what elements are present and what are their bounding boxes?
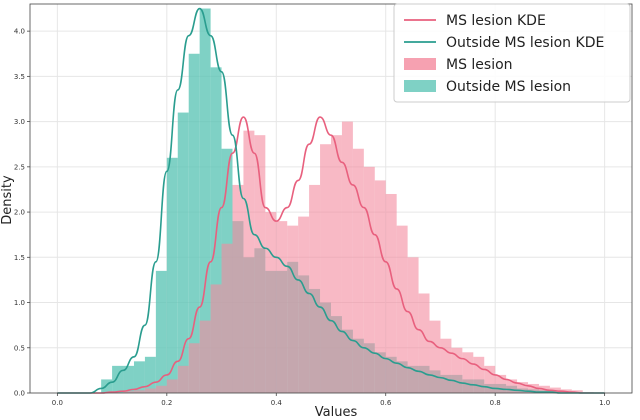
ms-lesion-bar bbox=[254, 135, 266, 393]
legend-label: Outside MS lesion bbox=[446, 79, 571, 95]
legend-label: Outside MS lesion KDE bbox=[446, 35, 604, 51]
plot-area bbox=[57, 7, 605, 394]
ms-lesion-kde-line bbox=[57, 116, 605, 394]
x-tick-label: 0.4 bbox=[271, 399, 283, 407]
outside-ms-lesion-bar bbox=[177, 112, 189, 393]
ms-lesion-bar bbox=[473, 356, 485, 393]
y-tick-label: 4.0 bbox=[14, 28, 25, 36]
ms-lesion-bar bbox=[221, 243, 233, 393]
y-tick-label: 1.0 bbox=[14, 299, 25, 307]
y-tick-label: 0.0 bbox=[14, 390, 25, 398]
ms-lesion-bar bbox=[166, 379, 178, 393]
outside-ms-lesion-bar bbox=[123, 365, 134, 393]
ms-lesion-bar bbox=[123, 391, 134, 393]
legend-entry: Outside MS lesion bbox=[404, 79, 571, 95]
ms-lesion-bar bbox=[396, 225, 408, 393]
legend-entry: MS lesion bbox=[404, 57, 513, 73]
outside-ms-lesion-bar bbox=[166, 157, 178, 393]
ms-lesion-bar bbox=[243, 130, 255, 393]
y-tick-label: 0.5 bbox=[14, 344, 25, 352]
y-tick-label: 3.5 bbox=[14, 73, 25, 81]
ms-lesion-bar bbox=[298, 216, 310, 393]
axes: 0.0 0.2 0.4 0.6 0.8 1.0 0.0 0.5 1.0 1.5 2.0 2.5 3.0 3… bbox=[14, 3, 633, 407]
legend-box bbox=[393, 3, 631, 103]
legend-patch-swatch bbox=[404, 80, 436, 92]
x-axis-title: Values bbox=[315, 405, 358, 420]
ms-lesion-bar bbox=[506, 379, 518, 393]
ms-lesion-bar bbox=[429, 320, 441, 393]
ms-lesion-bar bbox=[352, 148, 364, 393]
y-tick-label: 2.0 bbox=[14, 209, 25, 217]
ms-lesion-bar bbox=[309, 184, 321, 393]
legend-entry: MS lesion KDE bbox=[404, 13, 546, 29]
ms-lesion-bar bbox=[320, 144, 331, 393]
ms-lesion-bar bbox=[133, 390, 145, 393]
x-tick-label: 0.8 bbox=[490, 399, 501, 407]
ms-lesion-bar bbox=[418, 293, 430, 393]
ms-lesion-bar bbox=[331, 135, 342, 393]
x-tick-label: 0.2 bbox=[161, 399, 172, 407]
ms-lesion-bar bbox=[232, 184, 244, 393]
ms-lesion-bar bbox=[462, 352, 474, 393]
outside-ms-lesion-bar bbox=[155, 270, 167, 393]
plot-frame bbox=[29, 3, 633, 394]
ms-lesion-bar bbox=[210, 284, 222, 393]
outside-ms-lesion-bar bbox=[112, 365, 124, 393]
legend-label: MS lesion bbox=[446, 57, 513, 73]
outside-ms-lesion-bar bbox=[133, 361, 145, 393]
y-tick-label: 3.0 bbox=[14, 118, 25, 126]
ms-lesion-bar bbox=[571, 390, 583, 393]
outside-ms-lesion-bar bbox=[188, 53, 200, 394]
ms-lesion-bar bbox=[407, 257, 419, 393]
outside-ms-lesion-bar bbox=[144, 356, 156, 393]
ms-lesion-bar bbox=[484, 365, 496, 393]
y-tick-label: 2.5 bbox=[14, 163, 25, 171]
ms-lesion-bar bbox=[199, 320, 211, 393]
ms-lesion-bar bbox=[385, 193, 397, 393]
legend-patch-swatch bbox=[404, 58, 436, 70]
ms-lesion-bar bbox=[188, 343, 200, 393]
ms-lesion-bar bbox=[287, 225, 299, 393]
ms-lesion-bar bbox=[517, 382, 529, 393]
outside-ms-lesion-kde-line bbox=[57, 7, 605, 394]
y-axis-title: Density bbox=[0, 175, 15, 225]
ms-lesion-bar bbox=[177, 365, 189, 393]
ms-lesion-bar bbox=[440, 338, 452, 393]
ms-lesion-bar bbox=[495, 374, 507, 393]
ms-lesion-histogram bbox=[123, 121, 594, 394]
legend-label: MS lesion KDE bbox=[446, 13, 546, 29]
ms-lesion-bar bbox=[363, 166, 375, 393]
legend-entry: Outside MS lesion KDE bbox=[404, 35, 604, 51]
ms-lesion-bar bbox=[265, 212, 277, 393]
ms-lesion-bar bbox=[451, 347, 463, 393]
y-tick-label: 1.5 bbox=[14, 254, 25, 262]
x-tick-label: 0.6 bbox=[380, 399, 392, 407]
ms-lesion-bar bbox=[155, 385, 167, 393]
ms-lesion-bar bbox=[276, 221, 288, 393]
outside-ms-lesion-bar bbox=[199, 8, 211, 394]
ms-lesion-bar bbox=[374, 180, 386, 393]
ms-lesion-bar bbox=[144, 388, 156, 393]
x-tick-label: 0.0 bbox=[52, 399, 63, 407]
x-tick-label: 1.0 bbox=[599, 399, 610, 407]
legend: MS lesion KDE Outside MS lesion KDE MS les… bbox=[393, 3, 631, 103]
ms-lesion-bar bbox=[341, 121, 353, 394]
ms-lesion-bar bbox=[528, 383, 539, 393]
